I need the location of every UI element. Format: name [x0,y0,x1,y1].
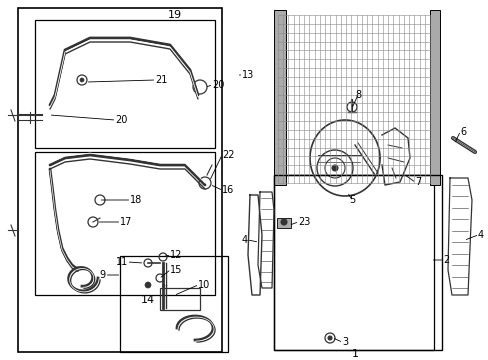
Bar [120,256,227,352]
Bar [429,10,439,185]
Text: 7: 7 [414,177,420,187]
Text: 13: 13 [242,70,254,80]
Circle shape [156,274,163,282]
Text: 9: 9 [100,270,106,280]
Text: 6: 6 [459,127,465,137]
Circle shape [281,219,286,225]
Text: 23: 23 [297,217,310,227]
Text: 20: 20 [115,115,127,125]
Text: 22: 22 [222,150,234,160]
Text: 11: 11 [116,257,128,267]
Text: 19: 19 [167,10,182,20]
Circle shape [346,102,356,112]
Text: 10: 10 [198,280,210,290]
Text: 14: 14 [141,295,155,305]
Text: 2: 2 [442,255,448,265]
Text: 15: 15 [170,265,182,275]
Text: 8: 8 [354,90,360,100]
Circle shape [327,336,331,340]
Bar [35,152,215,295]
Bar [273,175,433,350]
Text: 21: 21 [155,75,167,85]
Text: 18: 18 [130,195,142,205]
Bar [273,175,441,350]
Text: 4: 4 [477,230,483,240]
Circle shape [80,78,84,82]
Text: 12: 12 [170,250,182,260]
Bar [273,10,285,185]
Bar [276,218,290,228]
Circle shape [145,282,151,288]
Text: 4: 4 [242,235,247,245]
Text: 17: 17 [120,217,132,227]
Circle shape [331,165,337,171]
Text: 5: 5 [348,195,354,205]
Text: 3: 3 [341,337,347,347]
Text: 16: 16 [222,185,234,195]
Bar [35,20,215,148]
Bar [160,288,200,310]
Text: 20: 20 [212,80,224,90]
Text: 1: 1 [351,349,358,359]
Bar [18,8,222,352]
